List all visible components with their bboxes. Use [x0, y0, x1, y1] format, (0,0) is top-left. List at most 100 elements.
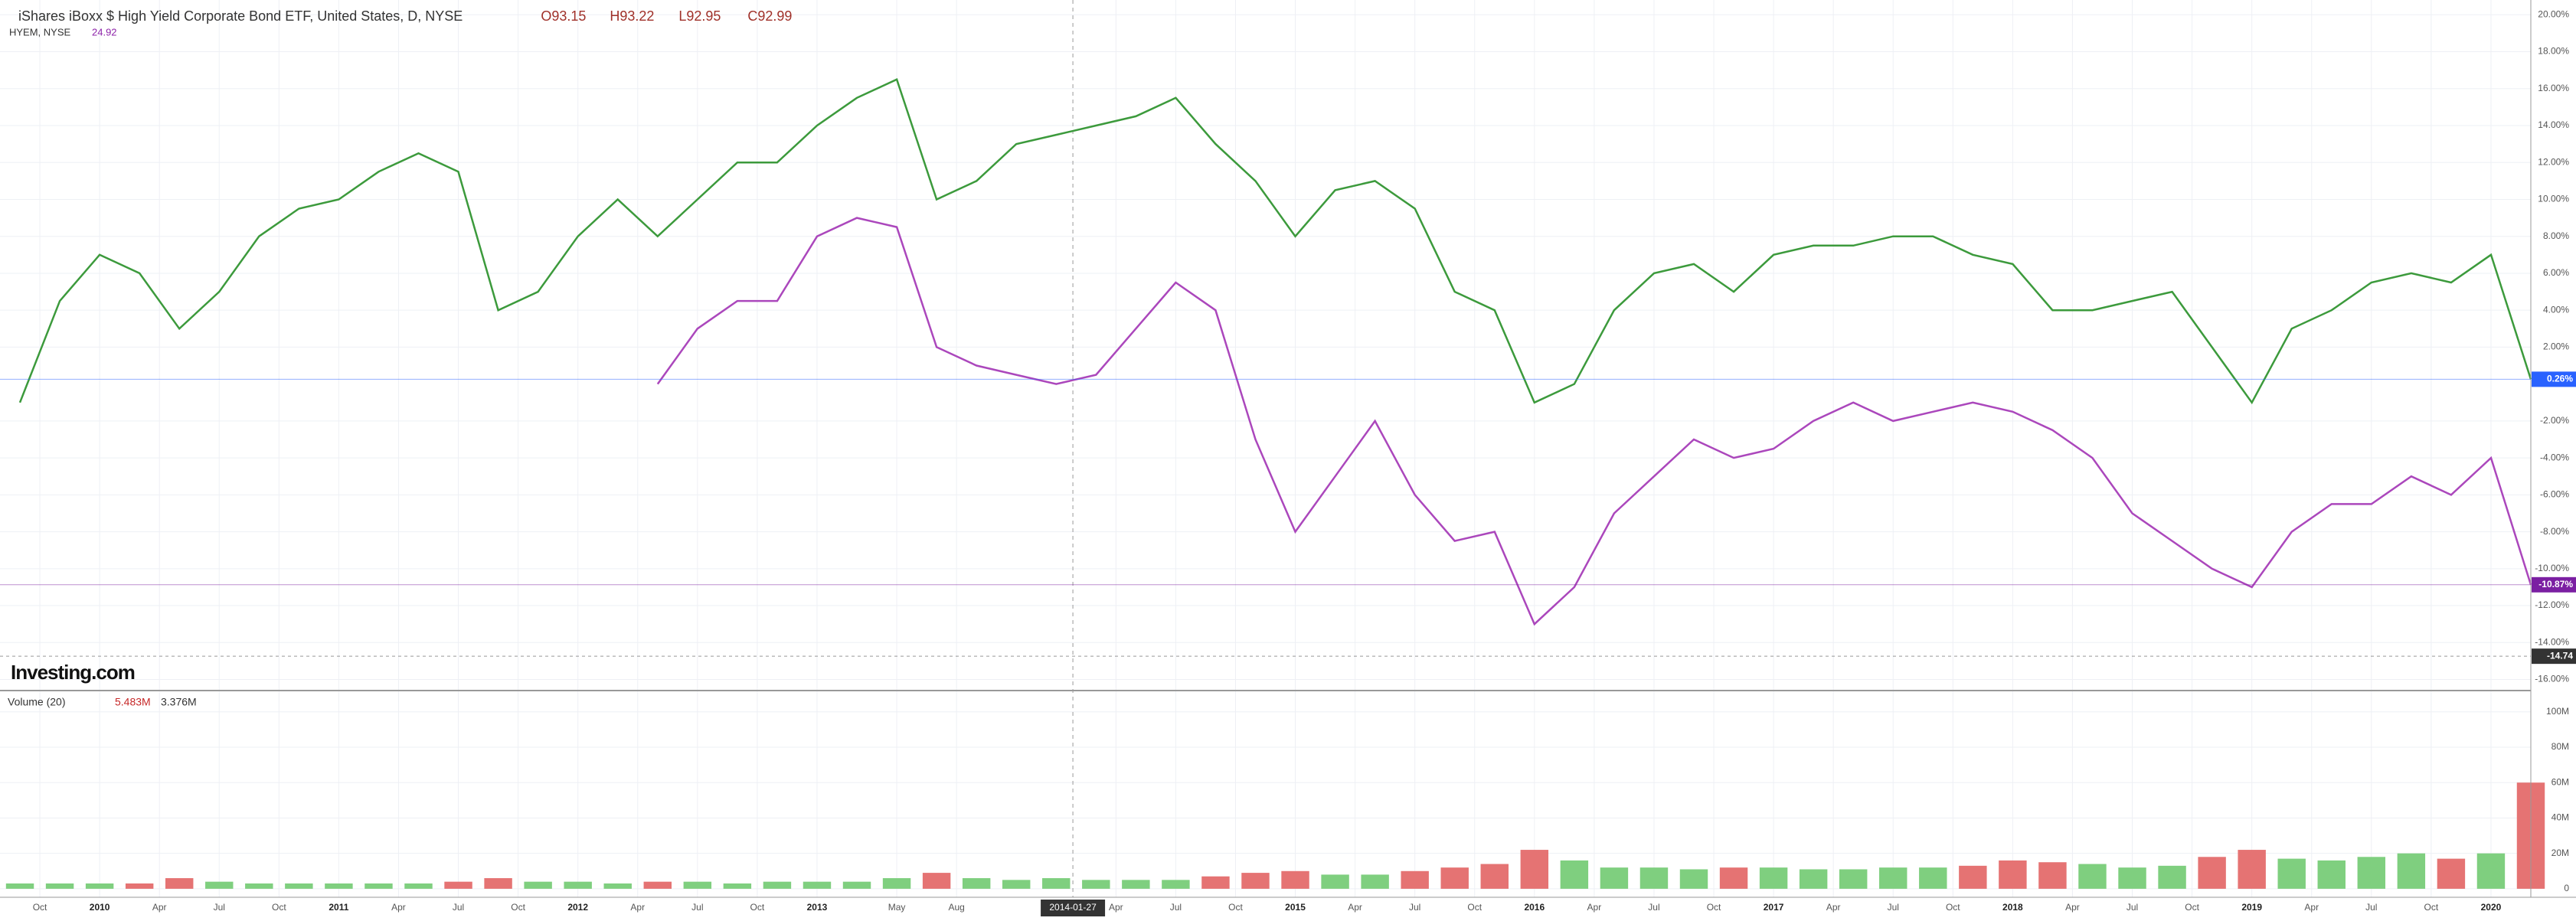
x-tick-label: Jul — [1648, 902, 1659, 913]
volume-bar — [1759, 867, 1788, 889]
ohlc-value: L92.95 — [678, 8, 721, 24]
volume-bar — [2118, 867, 2146, 889]
y-tick-label: 20.00% — [2538, 8, 2569, 19]
volume-bar — [2397, 853, 2426, 889]
y-tick-label: 10.00% — [2538, 194, 2569, 204]
price-label-box — [2532, 576, 2576, 593]
y-tick-label: -4.00% — [2540, 452, 2569, 462]
volume-ma-value: 3.376M — [161, 696, 197, 708]
y-tick-label: 20M — [2551, 848, 2569, 858]
volume-bar — [1999, 860, 2027, 889]
x-tick-label: 2020 — [2481, 902, 2502, 913]
volume-bar — [1520, 850, 1549, 889]
volume-bar — [2357, 857, 2386, 889]
volume-bar — [245, 883, 273, 889]
volume-bar — [2198, 857, 2226, 889]
x-tick-label: 2010 — [90, 902, 110, 913]
x-tick-label: 2017 — [1764, 902, 1784, 913]
volume-bar — [205, 881, 234, 889]
volume-bar — [1799, 869, 1828, 889]
x-tick-label: Oct — [2424, 902, 2439, 913]
x-tick-label: Oct — [1707, 902, 1721, 913]
volume-bar — [2476, 853, 2506, 889]
x-tick-label: Oct — [2185, 902, 2199, 913]
volume-bar — [85, 883, 114, 889]
x-tick-label: Oct — [272, 902, 286, 913]
volume-bar — [5, 883, 34, 889]
x-tick-label: Oct — [511, 902, 525, 913]
volume-bar — [1042, 878, 1071, 889]
volume-title: Volume (20) — [8, 696, 65, 708]
x-tick-label: May — [888, 902, 906, 913]
y-tick-label: 100M — [2546, 706, 2569, 717]
volume-bar — [2277, 858, 2306, 889]
y-tick-label: 4.00% — [2543, 304, 2569, 315]
volume-bar — [723, 883, 752, 889]
volume-bar — [564, 881, 592, 889]
volume-bar — [364, 883, 393, 889]
volume-bar — [2437, 858, 2466, 889]
volume-bar — [922, 873, 951, 889]
x-tick-label: 2015 — [1285, 902, 1306, 913]
logo: Investing.com — [11, 661, 135, 684]
grid — [0, 0, 2531, 897]
volume-bar — [1600, 867, 1629, 889]
x-tick-label: 2016 — [1524, 902, 1545, 913]
x-tick-label: Apr — [630, 902, 645, 913]
ohlc-value: C92.99 — [747, 8, 792, 24]
volume-bar — [1401, 870, 1429, 889]
crosshair-label: 2014-01-27 — [1049, 902, 1097, 913]
y-tick-label: -8.00% — [2540, 526, 2569, 537]
x-tick-label: Oct — [750, 902, 765, 913]
y-tick-label: 6.00% — [2543, 267, 2569, 278]
y-tick-label: 80M — [2551, 741, 2569, 752]
x-tick-label: Aug — [948, 902, 964, 913]
price-label: -10.87% — [2538, 579, 2573, 590]
price-label: 0.26% — [2547, 374, 2573, 384]
ohlc-value: H93.22 — [610, 8, 654, 24]
volume-bar — [1639, 867, 1669, 889]
volume-bar — [524, 881, 552, 889]
volume-bar — [2038, 862, 2067, 889]
x-tick-label: Jul — [1409, 902, 1420, 913]
y-tick-label: 40M — [2551, 812, 2569, 823]
volume-bar — [882, 878, 911, 889]
ohlc-value: O93.15 — [541, 8, 586, 24]
volume-bar — [1002, 880, 1031, 889]
volume-bar — [643, 881, 672, 889]
volume-bar — [444, 881, 472, 889]
series-line — [18, 77, 2532, 405]
x-tick-label: Apr — [391, 902, 406, 913]
y-tick-label: -2.00% — [2540, 415, 2569, 426]
x-tick-label: Oct — [1228, 902, 1243, 913]
x-tick-label: Apr — [2304, 902, 2319, 913]
y-tick-label: -16.00% — [2535, 674, 2569, 684]
volume-bar — [683, 881, 712, 889]
y-tick-label: -12.00% — [2535, 599, 2569, 610]
volume-bar — [2078, 864, 2107, 889]
x-tick-label: 2019 — [2241, 902, 2262, 913]
y-tick-label: 2.00% — [2543, 341, 2569, 352]
volume-bar — [45, 883, 74, 889]
x-tick-label: Apr — [1109, 902, 1123, 913]
x-tick-label: Apr — [2065, 902, 2080, 913]
volume-bar — [1919, 867, 1947, 889]
x-tick-label: 2011 — [329, 902, 348, 913]
y-tick-label: -6.00% — [2540, 489, 2569, 500]
volume-bar — [1959, 865, 1987, 889]
x-tick-label: Jul — [1888, 902, 1899, 913]
y-tick-label: 8.00% — [2543, 230, 2569, 241]
volume-bar — [1361, 874, 1389, 889]
volume-bar — [404, 883, 433, 889]
y-tick-label: 60M — [2551, 776, 2569, 787]
x-tick-label: Oct — [1467, 902, 1482, 913]
volume-bar — [1321, 874, 1349, 889]
series-line — [656, 217, 2532, 626]
volume-bar — [1201, 876, 1230, 889]
volume-bar — [1480, 864, 1509, 889]
volume-bar — [285, 883, 313, 889]
volume-bar — [763, 881, 792, 889]
crosshair-label-box — [1041, 900, 1106, 916]
